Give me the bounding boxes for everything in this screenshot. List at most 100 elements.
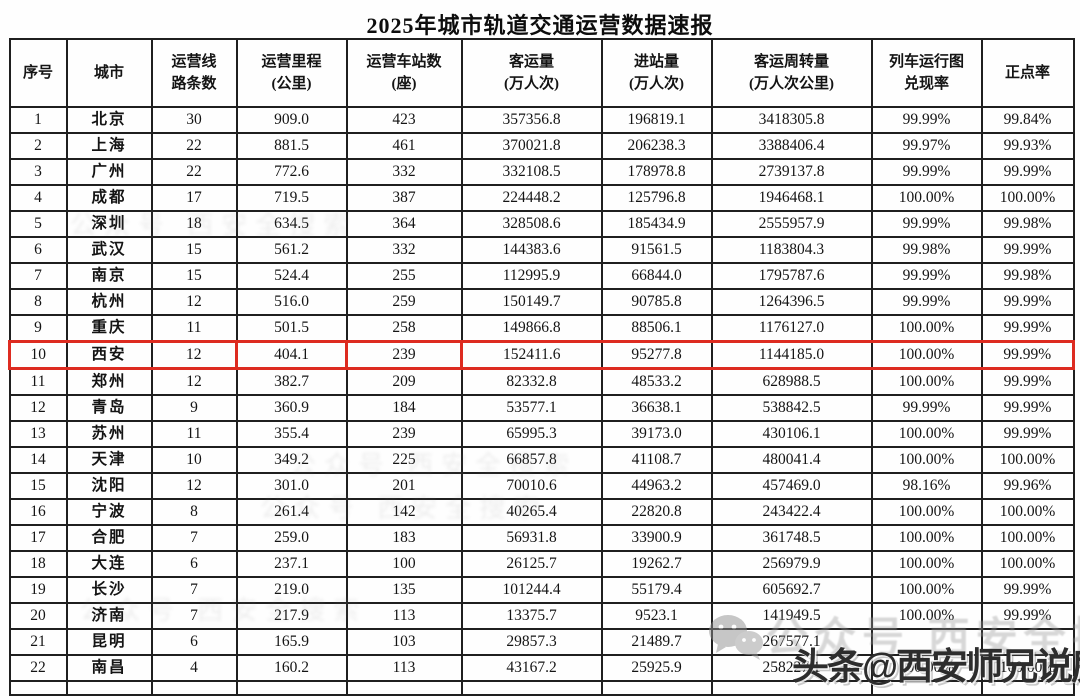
column-header: 城市 [65, 38, 153, 108]
cell: 112995.9 [460, 262, 603, 290]
table-row: 6 武汉 15 561.2 332 144383.6 91561.5 1183804.3 99.… [8, 236, 1075, 264]
cell: 423 [345, 106, 463, 134]
cell: 178978.8 [600, 158, 713, 186]
cell: 26125.7 [460, 550, 603, 578]
table-row: 8 杭州 12 516.0 259 150149.7 90785.8 1264396.5 99.… [8, 288, 1075, 316]
cell: 10 [150, 446, 238, 474]
highlighted-table-row: 10 西安 12 404.1 239 152411.6 95277.8 1144185.0 10… [8, 340, 1075, 370]
cell: 332 [345, 158, 463, 186]
cell: 100.00% [870, 446, 983, 474]
cell: 144383.6 [460, 236, 603, 264]
page-title: 2025年城市轨道交通运营数据速报 [366, 13, 714, 38]
cell: 65995.3 [460, 420, 603, 448]
cell: 深圳 [65, 210, 153, 238]
cell: 103 [345, 628, 463, 656]
table-row: 7 南京 15 524.4 255 112995.9 66844.0 1795787.6 99.… [8, 262, 1075, 290]
cell: 6 [150, 628, 238, 656]
cell: 113 [345, 654, 463, 682]
cell: 上海 [65, 132, 153, 160]
cell: 19262.7 [600, 550, 713, 578]
cell: 16 [8, 498, 68, 526]
cell: 259 [345, 288, 463, 316]
cell: 370021.8 [460, 132, 603, 160]
cell: 12 [150, 367, 238, 396]
column-header: 正点率 [980, 38, 1075, 108]
table-row: 12 青岛 9 360.9 184 53577.1 36638.1 538842.5 99.99… [8, 394, 1075, 422]
cell: 91561.5 [600, 236, 713, 264]
cell: 19 [8, 576, 68, 604]
cell: 济南 [65, 602, 153, 630]
cell: 332 [345, 236, 463, 264]
cell: 90785.8 [600, 288, 713, 316]
cell: 349.2 [235, 446, 348, 474]
cell: 北京 [65, 106, 153, 134]
cell [65, 680, 153, 696]
cell [710, 680, 873, 696]
cell: 237.1 [235, 550, 348, 578]
cell: 15 [150, 236, 238, 264]
cell: 99.98% [980, 210, 1075, 238]
cell: 206238.3 [600, 132, 713, 160]
cell: 360.9 [235, 394, 348, 422]
cell: 18 [8, 550, 68, 578]
cell: 7 [150, 576, 238, 604]
cell: 239 [345, 420, 463, 448]
cell: 1264396.5 [710, 288, 873, 316]
cell: 2555957.9 [710, 210, 873, 238]
cell: 125796.8 [600, 184, 713, 212]
cell: 267577.1 [710, 628, 873, 656]
cell: 21489.7 [600, 628, 713, 656]
cell: 1795787.6 [710, 262, 873, 290]
cell: 99.98% [870, 236, 983, 264]
cell: 355.4 [235, 420, 348, 448]
cell: 15 [8, 472, 68, 500]
cell: 30 [150, 106, 238, 134]
cell: 301.0 [235, 472, 348, 500]
cell: 8 [8, 288, 68, 316]
cell: 99.99% [870, 210, 983, 238]
partial-row [8, 680, 1075, 696]
cell: 561.2 [235, 236, 348, 264]
cell: 99.97% [870, 132, 983, 160]
cell: 99.99% [870, 288, 983, 316]
cell: 100.00% [980, 550, 1075, 578]
cell [8, 680, 68, 696]
cell: 1946468.1 [710, 184, 873, 212]
cell [980, 680, 1075, 696]
cell: 99.99% [980, 367, 1075, 396]
cell: 150149.7 [460, 288, 603, 316]
cell: 66844.0 [600, 262, 713, 290]
cell: 21 [8, 628, 68, 656]
cell: 43167.2 [460, 654, 603, 682]
cell: 88506.1 [600, 314, 713, 343]
cell: 25925.9 [600, 654, 713, 682]
cell: 22 [150, 158, 238, 186]
cell: 135 [345, 576, 463, 604]
column-header: 运营线 路条数 [150, 38, 238, 108]
cell: 100.00% [870, 524, 983, 552]
cell: 99.99% [980, 340, 1075, 370]
table-row: 9 重庆 11 501.5 258 149866.8 88506.1 1176127.0 100… [8, 314, 1075, 343]
cell: 183 [345, 524, 463, 552]
cell: 261.4 [235, 498, 348, 526]
cell [980, 628, 1075, 656]
cell: 524.4 [235, 262, 348, 290]
cell: 100.00% [870, 550, 983, 578]
cell: 10 [8, 340, 68, 370]
cell: 538842.5 [710, 394, 873, 422]
cell: 宁波 [65, 498, 153, 526]
cell: 160.2 [235, 654, 348, 682]
cell: 224448.2 [460, 184, 603, 212]
column-header: 运营里程 (公里) [235, 38, 348, 108]
cell: 12 [8, 394, 68, 422]
table-row: 4 成都 17 719.5 387 224448.2 125796.8 1946468.1 10… [8, 184, 1075, 212]
cell: 100.00% [870, 654, 983, 682]
cell: 361748.5 [710, 524, 873, 552]
cell: 100.00% [980, 184, 1075, 212]
cell: 36638.1 [600, 394, 713, 422]
table-header: 序号 城市 运营线 路条数 运营里程 (公里) 运营车站数 (座) 客运量 (万人次) 进站… [8, 38, 1075, 108]
cell [150, 680, 238, 696]
table-row: 21 昆明 6 165.9 103 29857.3 21489.7 267577.1 [8, 628, 1075, 656]
cell: 99.84% [980, 106, 1075, 134]
cell: 6 [150, 550, 238, 578]
